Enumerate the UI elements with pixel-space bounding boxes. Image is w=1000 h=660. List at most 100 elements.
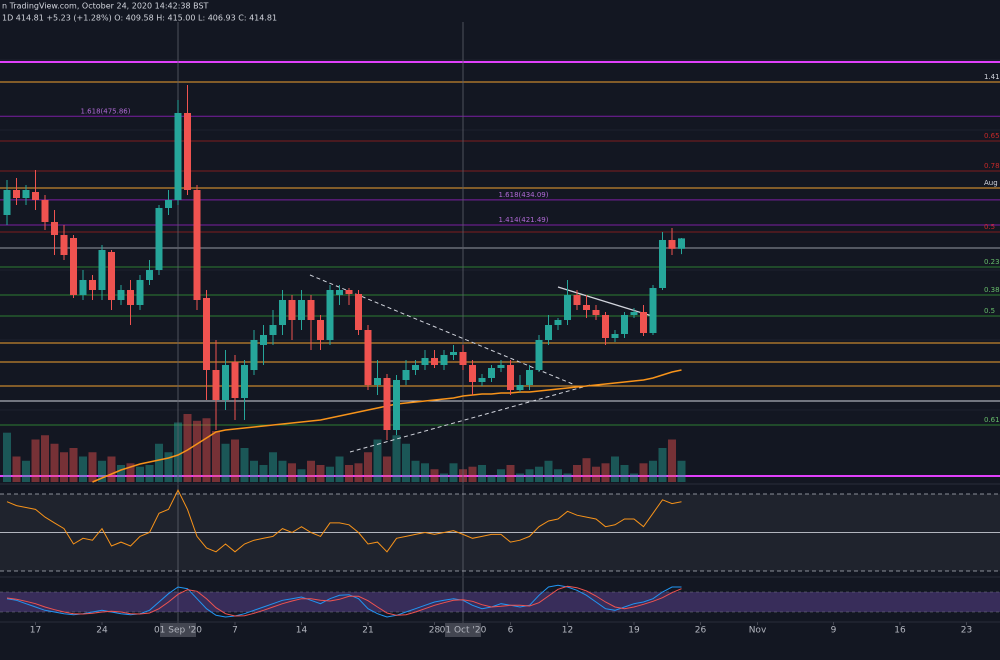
volume-bar — [516, 473, 524, 482]
candle-body — [60, 235, 68, 255]
x-tick-label: 23 — [961, 626, 972, 636]
volume-bar — [364, 452, 372, 482]
volume-bar — [3, 432, 11, 482]
volume-bar — [668, 439, 676, 482]
candle-body — [459, 352, 467, 365]
candle-body — [393, 380, 400, 430]
candle-body — [659, 240, 666, 288]
levels: 1.414 1.618(475.86) 0.65 0.78 Aug 1.618(434.0… — [0, 61, 1000, 477]
volume-bar — [487, 475, 496, 482]
volume-bar — [164, 452, 173, 482]
level-label: 0.78 — [984, 162, 1000, 170]
volume-bar — [440, 473, 448, 482]
candle-body — [450, 352, 457, 355]
candle-body — [41, 200, 49, 222]
candle-body — [146, 270, 153, 280]
x-tick-label: 12 — [562, 626, 573, 636]
candle-body — [79, 280, 87, 295]
x-tick-label: 17 — [30, 626, 41, 636]
candle-body — [364, 330, 372, 385]
candle-body — [70, 238, 77, 295]
volume-bar — [98, 460, 106, 482]
volume-bar — [506, 465, 515, 482]
level-label: 0.618 — [984, 416, 1000, 424]
candle-body — [649, 288, 657, 333]
candle-body — [431, 358, 438, 365]
candle-body — [89, 280, 96, 290]
volume-bar — [373, 439, 382, 482]
volume-bar — [345, 465, 353, 482]
level-label: 1.618(475.86) — [81, 107, 131, 115]
candle-body — [545, 325, 552, 340]
volume-bar — [307, 460, 315, 482]
candle-body — [602, 315, 609, 338]
x-tick-label: 01 Oct '20 — [440, 626, 487, 636]
x-tick-highlight — [445, 623, 481, 637]
volume-bar — [269, 452, 277, 482]
volume-bar — [449, 463, 458, 482]
volume-bar — [658, 448, 667, 482]
candle-body — [383, 378, 391, 430]
x-tick-label: 6 — [508, 626, 514, 636]
volume-bar — [563, 473, 572, 482]
candle-body — [421, 358, 429, 365]
candle-body — [668, 240, 676, 249]
volume-bar — [22, 460, 30, 482]
candle-body — [136, 280, 144, 305]
candle-body — [488, 368, 495, 378]
x-tick-label: 7 — [232, 626, 238, 636]
volume-bar — [544, 460, 553, 482]
volume-bar — [468, 466, 477, 482]
candle-body — [478, 378, 486, 382]
x-tick-label: 14 — [296, 626, 308, 636]
candle-body — [3, 190, 11, 215]
volume-bar — [288, 463, 296, 482]
level-label: Aug — [984, 179, 998, 187]
volume-bar — [383, 456, 391, 482]
candle-body — [345, 290, 353, 294]
level-label: 1.414 — [984, 73, 1000, 81]
x-tick-label: 26 — [695, 626, 707, 636]
candle-body — [526, 370, 533, 385]
volume-bar — [136, 466, 144, 482]
candle-body — [184, 113, 191, 190]
volume-bar — [554, 469, 562, 482]
volume-bar — [31, 439, 40, 482]
candle-body — [193, 190, 201, 300]
volume-bar — [620, 465, 629, 482]
candle-body — [583, 305, 590, 310]
candle-body — [51, 222, 58, 235]
volume-bar — [535, 466, 543, 482]
volume-bar — [649, 460, 657, 482]
candle-body — [326, 290, 334, 340]
rsi-line — [6, 488, 682, 553]
candle-body — [13, 190, 20, 198]
candle-body — [32, 192, 39, 200]
volume-bar — [611, 456, 619, 482]
volume-bar — [231, 439, 239, 482]
volume-bar — [155, 443, 163, 482]
volume-bar — [573, 465, 581, 482]
x-tick-label: 24 — [96, 626, 108, 636]
volume-bar — [478, 465, 486, 482]
candle-body — [640, 312, 647, 333]
volume-bar — [259, 465, 268, 482]
candle-body — [497, 365, 505, 368]
volume-bar — [421, 463, 429, 482]
candle-body — [108, 252, 115, 300]
candle-body — [317, 320, 324, 340]
candle-body — [374, 378, 381, 385]
candle-body — [507, 365, 514, 390]
volume-bar — [212, 431, 220, 482]
volume-bar — [335, 456, 344, 482]
candle-body — [440, 355, 448, 365]
rsi-pane — [0, 488, 1000, 572]
volume-bar — [601, 463, 610, 482]
volume-bar — [107, 456, 116, 482]
header-source: n TradingView.com, October 24, 2020 14:4… — [2, 2, 209, 11]
volume-bar — [250, 460, 258, 482]
candle-body — [155, 208, 163, 270]
candle-body — [621, 315, 628, 334]
volume-bar — [183, 414, 192, 482]
